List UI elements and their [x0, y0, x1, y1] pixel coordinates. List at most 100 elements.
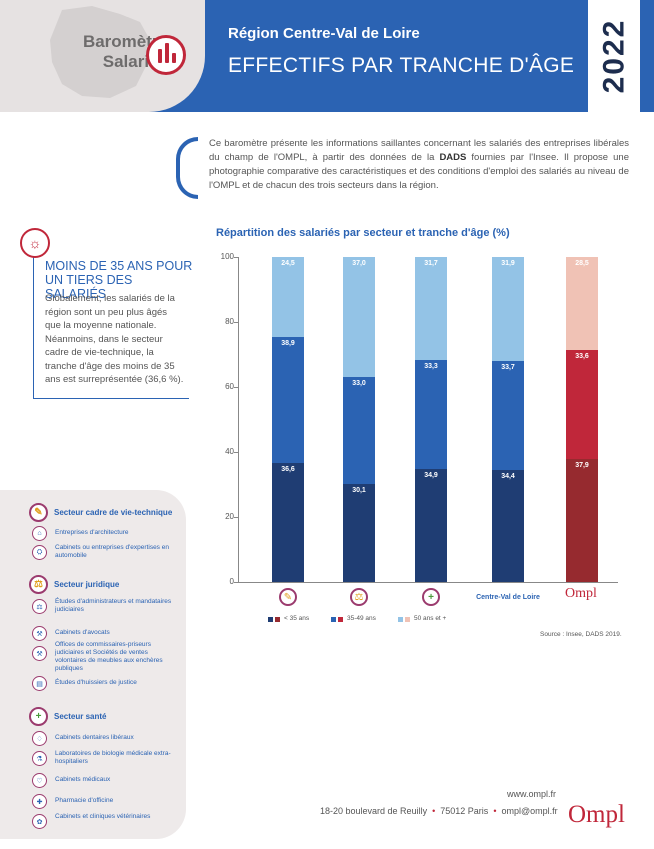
sector-title: Secteur santé [54, 712, 107, 721]
flask-icon: ⚗ [32, 751, 47, 766]
footer-street: 18-20 boulevard de Reuilly [320, 806, 428, 816]
chart-title: Répartition des salariés par secteur et … [216, 227, 510, 239]
bar-segment [272, 336, 304, 464]
bar-segment [415, 360, 447, 469]
y-tick-mark [234, 257, 238, 258]
sector-panel [0, 490, 186, 839]
legend-label: 50 ans et + [414, 615, 447, 622]
compass-icon: ✎ [29, 503, 48, 522]
footer-email[interactable]: ompl@ompl.fr [501, 806, 558, 816]
sector-item-label: Offices de commissaires-priseurs judicia… [55, 641, 163, 672]
bar-value-label: 36,6 [281, 466, 295, 474]
sector-item-label: Cabinets ou entreprises d'expertises en … [55, 544, 169, 559]
paw-icon: ✿ [32, 814, 47, 829]
bar-value-label: 34,9 [424, 471, 438, 479]
sector-item-label: Études d'huissiers de justice [55, 679, 137, 686]
legend-swatch [398, 617, 403, 622]
separator-dot: • [429, 806, 438, 816]
y-tick-mark [234, 517, 238, 518]
region-map-silhouette [50, 6, 150, 98]
bar-segment [343, 376, 375, 485]
y-tick-mark [234, 387, 238, 388]
y-tick-label: 40 [225, 447, 234, 456]
legend-swatch [268, 617, 273, 622]
region-name: Région Centre-Val de Loire [228, 25, 420, 42]
legend-swatch [331, 617, 336, 622]
footer-address: 18-20 boulevard de Reuilly • 75012 Paris… [320, 806, 558, 816]
y-tick-label: 60 [225, 382, 234, 391]
legend-swatch [338, 617, 343, 622]
chart-source: Source : Insee, DADS 2019. [540, 631, 622, 638]
bar-segment [343, 256, 375, 377]
bar-value-label: 30,1 [352, 487, 366, 495]
legend-swatch [275, 617, 280, 622]
y-tick-mark [234, 322, 238, 323]
y-tick-mark [234, 582, 238, 583]
medical-cross-icon: + [422, 588, 440, 606]
key-point-box [33, 244, 189, 399]
key-point-title: MOINS DE 35 ANS POUR UN TIERS DES SALARI… [45, 259, 193, 301]
bar-segment [566, 349, 598, 459]
footer-website[interactable]: www.ompl.fr [507, 789, 557, 799]
intro-part-2: fournies par l'Insee. Il propose une pho… [209, 152, 630, 191]
document-icon: ▤ [32, 676, 47, 691]
y-tick-mark [234, 452, 238, 453]
sector-item-label: Entreprises d'architecture [55, 529, 129, 536]
bar-value-label: 38,9 [281, 339, 295, 347]
barometre-chart-icon [146, 35, 186, 75]
hammer-icon: ⚒ [32, 646, 47, 661]
y-tick-label: 100 [220, 252, 234, 261]
y-tick-label: 20 [225, 512, 234, 521]
sector-item-label: Cabinets et cliniques vétérinaires [55, 813, 151, 820]
medical-cross-icon: + [29, 707, 48, 726]
intro-part-1: Ce baromètre présente les informations s… [209, 138, 629, 163]
bar-segment [415, 257, 447, 361]
scales-icon: ⚖ [350, 588, 368, 606]
bar-segment [272, 463, 304, 582]
sector-item-label: Cabinets médicaux [55, 776, 111, 783]
bar-value-label: 31,7 [424, 260, 438, 268]
y-axis [238, 257, 239, 583]
bar-value-label: 24,5 [281, 260, 295, 267]
bar-value-label: 33,3 [424, 363, 438, 371]
intro-bold: DADS [439, 152, 467, 163]
bar-value-label: 37,9 [575, 461, 589, 469]
bar-segment [566, 257, 598, 350]
scales-icon: ⚖ [32, 599, 47, 614]
category-label-ompl: Ompl [565, 586, 597, 601]
car-icon: ⛭ [32, 545, 47, 560]
architecture-icon: ⌂ [32, 526, 47, 541]
legend-label: 35-49 ans [347, 615, 376, 622]
sector-title: Secteur cadre de vie-technique [54, 508, 173, 517]
compass-icon: ✎ [279, 588, 297, 606]
bar-value-label: 28,5 [575, 260, 589, 267]
bar-value-label: 33,6 [575, 352, 589, 360]
gavel-icon: ⚒ [32, 626, 47, 641]
lightbulb-icon: ☼ [20, 228, 50, 258]
bar-segment [492, 470, 524, 582]
bar-segment [343, 484, 375, 582]
stethoscope-icon: ♡ [32, 773, 47, 788]
footer-city: 75012 Paris [440, 806, 489, 816]
sector-item-label: Laboratoires de biologie médicale extra-… [55, 750, 171, 765]
bar-value-label: 33,7 [501, 363, 515, 371]
year-text: 2022 [597, 18, 630, 94]
separator-dot: • [490, 806, 499, 816]
sector-item-label: Cabinets d'avocats [55, 629, 110, 636]
year-tab [588, 0, 640, 112]
sector-title: Secteur juridique [54, 580, 120, 589]
legend-swatch [405, 617, 410, 622]
bar-value-label: 34,4 [501, 473, 515, 481]
tooth-icon: ♢ [32, 731, 47, 746]
sector-item-label: Études d'administrateurs et mandataires … [55, 598, 172, 613]
scales-icon: ⚖ [29, 575, 48, 594]
year-label: 2022 [591, 0, 637, 112]
intro-text: Ce baromètre présente les informations s… [209, 137, 629, 193]
legend-label: < 35 ans [284, 615, 310, 622]
bar-segment [492, 360, 524, 471]
intro-bracket [176, 137, 198, 199]
y-tick-label: 80 [225, 317, 234, 326]
page-title: EFFECTIFS PAR TRANCHE D'ÂGE [228, 54, 575, 77]
category-label: Centre-Val de Loire [476, 594, 540, 601]
key-point-body: Globalement, les salariés de la région s… [45, 293, 184, 385]
